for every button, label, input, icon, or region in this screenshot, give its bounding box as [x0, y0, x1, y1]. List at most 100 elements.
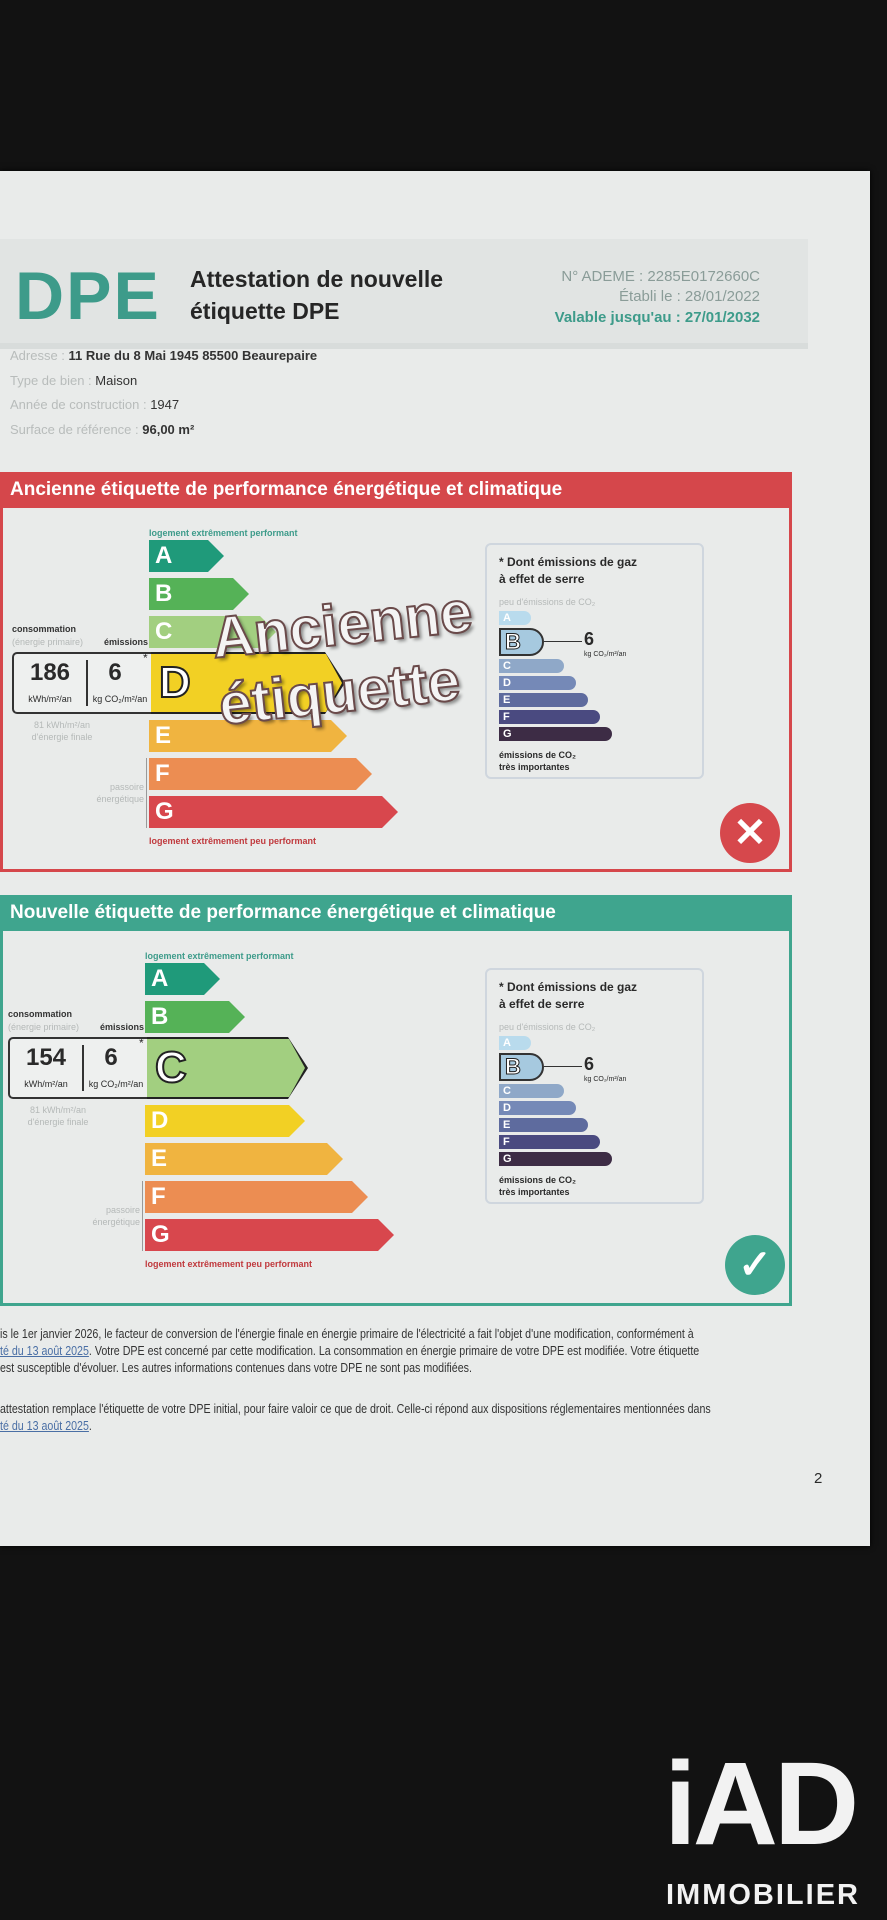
arrete-link[interactable]: té du 13 août 2025 [0, 1418, 89, 1433]
new-consumption-value: 154 [25, 1044, 67, 1071]
dpe-logo: DPE [15, 258, 161, 334]
old-energy-bar-E [149, 720, 347, 752]
old-co2-unit: kg CO₂/m²/an [584, 651, 627, 658]
old-co2-class-A: A [499, 611, 531, 625]
arrete-link[interactable]: té du 13 août 2025 [0, 1343, 89, 1358]
old-co2-value: 6 [584, 629, 595, 649]
old-asterisk: * [143, 651, 148, 665]
old-energy-bar-B [149, 578, 249, 610]
old-energy-class-A: A [155, 542, 173, 569]
new-co2-top: peu d'émissions de CO₂ [499, 1022, 596, 1032]
old-energy-bar-G [149, 796, 398, 828]
new-co2-title-2: à effet de serre [499, 997, 585, 1011]
new-energy-bar-C [145, 1039, 305, 1097]
new-energy-class-G: G [151, 1221, 170, 1248]
iad-logo: iAD [664, 1738, 859, 1870]
ademe-number: N° ADEME : 2285E0172660C [561, 268, 760, 285]
old-co2-title-2: à effet de serre [499, 572, 585, 586]
old-co2-class-E: E [499, 693, 588, 707]
new-co2-class-F: F [499, 1135, 600, 1149]
doc-title-line1: Attestation de nouvelle [190, 266, 444, 292]
new-energy-class-D: D [151, 1107, 169, 1134]
old-energy-bar-D [149, 654, 342, 712]
old-energy-class-B: B [155, 580, 173, 607]
footer-text: . [88, 1418, 92, 1433]
old-energy-class-C: C [155, 618, 173, 645]
header-box [0, 239, 808, 349]
new-co2-value: 6 [584, 1054, 595, 1074]
iad-logo-subtitle: IMMOBILIER [666, 1879, 860, 1911]
new-co2-bottom-2: très importantes [499, 1187, 570, 1197]
old-co2-class-B: B [499, 628, 544, 656]
old-consumption-value: 186 [29, 659, 71, 686]
old-top-text: logement extrêmement performant [149, 528, 298, 538]
new-consumption-unit: kWh/m²/an [24, 1079, 68, 1089]
footer-p2-line1: attestation remplace l'étiquette de votr… [0, 1401, 711, 1416]
old-energy-class-E: E [155, 722, 172, 749]
info-row: Surface de référence : 96,00 m² [10, 422, 194, 437]
old-energy-class-F: F [155, 760, 170, 787]
old-box-divider [86, 660, 88, 706]
new-passoire-line [142, 1181, 143, 1251]
old-co2-pointer [544, 641, 582, 642]
footer-p1-line2: té du 13 août 2025. Votre DPE est concer… [0, 1343, 699, 1358]
footer-p2-line2: té du 13 août 2025. [0, 1418, 92, 1433]
new-energy-class-F: F [151, 1183, 166, 1210]
new-co2-class-G: G [499, 1152, 612, 1166]
footer-text: is le 1er janvier 2026, le facteur de co… [0, 1326, 694, 1341]
info-label: Adresse : [10, 348, 69, 363]
old-passoire-2: énergétique [96, 794, 144, 804]
info-value: Maison [95, 373, 138, 388]
old-co2-top: peu d'émissions de CO₂ [499, 597, 596, 607]
old-emissions-value: 6 [108, 659, 122, 686]
old-finale-2: d'énergie finale [31, 732, 93, 742]
new-top-text: logement extrêmement performant [145, 951, 294, 961]
old-primaire-label: (énergie primaire) [12, 637, 84, 647]
old-co2-class-F: F [499, 710, 600, 724]
old-co2-class-G: G [499, 727, 612, 741]
old-energy-class-G: G [155, 798, 174, 825]
old-co2-class-C: C [499, 659, 564, 673]
new-co2-class-A: A [499, 1036, 531, 1050]
new-energy-bar-B [145, 1001, 245, 1033]
new-energy-bar-G [145, 1219, 394, 1251]
old-consumption-unit: kWh/m²/an [28, 694, 72, 704]
footer-text: . Votre DPE est concerné par cette modif… [88, 1343, 700, 1358]
new-emissions-label: émissions [100, 1022, 145, 1032]
x-circle-icon: ✕ [720, 803, 780, 863]
new-co2-box: * Dont émissions de gaz à effet de serre p… [485, 968, 704, 1204]
old-label-heading: Ancienne étiquette de performance énergé… [0, 472, 792, 508]
old-passoire-line [146, 758, 147, 828]
info-row: Adresse : 11 Rue du 8 Mai 1945 85500 Bea… [10, 348, 317, 363]
new-finale-2: d'énergie finale [27, 1117, 89, 1127]
new-energy-class-C: C [154, 1042, 188, 1093]
footer-text: est susceptible d'évoluer. Les autres in… [0, 1360, 472, 1375]
new-box-divider [82, 1045, 84, 1091]
info-label: Type de bien : [10, 373, 96, 388]
new-finale-1: 81 kWh/m²/an [29, 1105, 87, 1115]
new-co2-class-E: E [499, 1118, 588, 1132]
old-finale-1: 81 kWh/m²/an [33, 720, 91, 730]
old-label-watermark: Ancienne étiquette [208, 578, 476, 738]
old-co2-bottom-1: émissions de CO₂ [499, 750, 577, 760]
old-bottom-text: logement extrêmement peu performant [149, 836, 317, 846]
valid-until: Valable jusqu'au : 27/01/2032 [554, 309, 760, 326]
old-consommation-label: consommation [12, 624, 77, 634]
page-number: 2 [814, 1470, 823, 1487]
new-passoire-1: passoire [105, 1205, 140, 1215]
new-co2-unit: kg CO₂/m²/an [584, 1076, 627, 1083]
doc-title-line2: étiquette DPE [190, 298, 340, 324]
new-emissions-unit: kg CO₂/m²/an [88, 1079, 144, 1089]
footer-p1-line3: est susceptible d'évoluer. Les autres in… [0, 1360, 472, 1375]
old-energy-bar-C [149, 616, 276, 648]
old-co2-class-D: D [499, 676, 576, 690]
new-co2-pointer [544, 1066, 582, 1067]
footer-text: attestation remplace l'étiquette de votr… [0, 1401, 711, 1416]
old-consumption-box: 186 kWh/m²/an 6 kg CO₂/m²/an * [12, 652, 151, 714]
new-energy-bar-F [145, 1181, 368, 1213]
new-energy-class-E: E [151, 1145, 168, 1172]
old-energy-class-D: D [158, 657, 192, 708]
new-co2-class-C: C [499, 1084, 564, 1098]
info-label: Année de construction : [10, 397, 151, 412]
info-label: Surface de référence : [10, 422, 143, 437]
